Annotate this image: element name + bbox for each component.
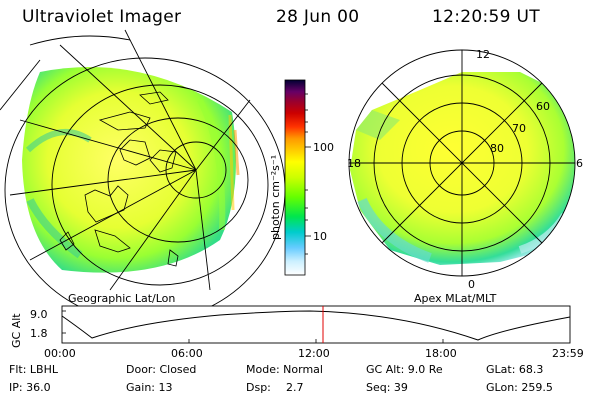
right-panel-label: Apex MLat/MLT (414, 292, 497, 305)
date-label: 28 Jun 00 (276, 7, 360, 27)
timeline-ytick-9: 9.0 (30, 308, 48, 321)
timeline-xtick-0000: 00:00 (44, 347, 76, 360)
instrument-title: Ultraviolet Imager (22, 7, 182, 27)
timeline-xtick-1200: 12:00 (298, 347, 330, 360)
status-filter: Flt: LBHL (9, 363, 58, 376)
status-gc-alt: GC Alt: 9.0 Re (366, 363, 443, 376)
polar-grid (348, 49, 576, 277)
status-gain: Gain: 13 (126, 381, 173, 394)
mlt-label-6: 6 (576, 157, 583, 170)
timeline-y-label: GC Alt (10, 313, 23, 348)
status-door: Door: Closed (126, 363, 197, 376)
geographic-image (0, 29, 286, 323)
status-glon: GLon: 259.5 (486, 381, 553, 394)
mlat-label-60: 60 (536, 100, 550, 113)
colorbar-tick-10: 10 (313, 230, 327, 243)
time-label: 12:20:59 UT (432, 7, 540, 27)
left-panel-label: Geographic Lat/Lon (68, 292, 175, 305)
status-glat: GLat: 68.3 (486, 363, 544, 376)
coastlines (59, 91, 179, 267)
status-seq: Seq: 39 (366, 381, 408, 394)
timeline-xtick-2359: 23:59 (552, 347, 584, 360)
status-ip: IP: 36.0 (9, 381, 51, 394)
colorbar-unit-label: photon cm⁻²s⁻¹ (269, 155, 282, 240)
colorbar-ticks (305, 93, 311, 255)
mlat-label-80: 80 (490, 142, 504, 155)
mlat-label-70: 70 (512, 122, 526, 135)
status-mode: Mode: Normal (246, 363, 323, 376)
status-dsp-label: Dsp: (246, 381, 271, 394)
status-dsp-value: 2.7 (286, 381, 304, 394)
timeline-ytick-1-8: 1.8 (30, 327, 48, 340)
polar-image (348, 49, 576, 277)
colorbar-tick-100: 100 (313, 141, 334, 154)
timeline-xtick-1800: 18:00 (425, 347, 457, 360)
timeline-xtick-0600: 06:00 (171, 347, 203, 360)
mlt-label-12: 12 (476, 48, 490, 61)
altitude-timeline (61, 305, 571, 344)
colorbar: 100 10 photon cm⁻²s⁻¹ (269, 79, 334, 276)
mlt-label-18: 18 (347, 157, 361, 170)
mlt-label-0: 0 (468, 278, 475, 291)
